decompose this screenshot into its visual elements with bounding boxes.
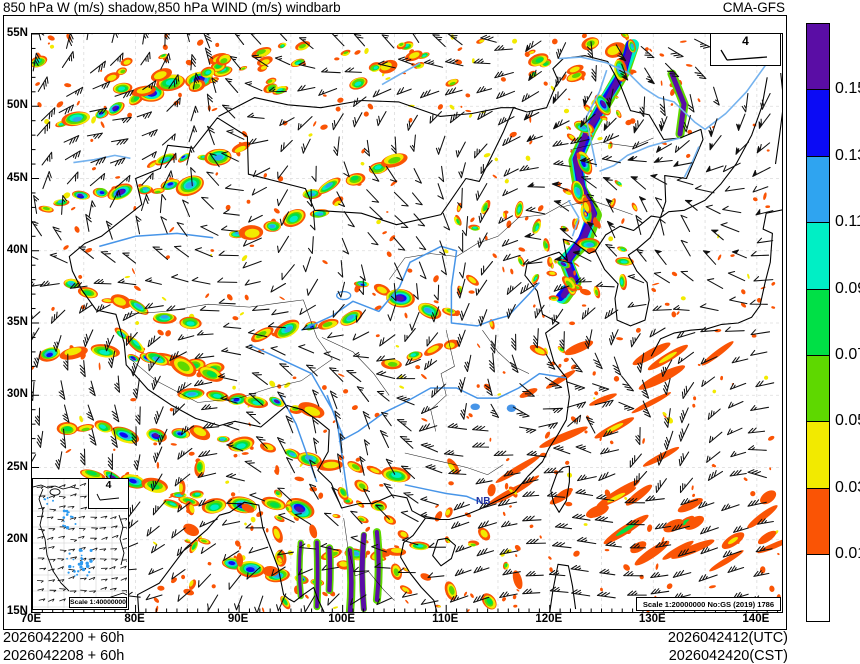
map-frame bbox=[31, 33, 783, 613]
south-china-sea-inset: 4 Scale 1:40000000 bbox=[32, 478, 130, 610]
colorbar-segment bbox=[806, 421, 830, 489]
colorbar-tick-label: 0.11 bbox=[835, 213, 860, 231]
map-canvas bbox=[32, 34, 782, 612]
colorbar-tick-label: 0.07 bbox=[835, 346, 860, 363]
plot-outer-frame bbox=[3, 15, 787, 630]
lat-tick-label: 15N bbox=[6, 605, 28, 617]
lat-tick-label: 55N bbox=[6, 27, 28, 39]
lon-tick-label: 70E bbox=[20, 613, 42, 625]
lat-tick-label: 30N bbox=[6, 388, 28, 401]
inset-windbarb-icon bbox=[96, 493, 119, 501]
lat-tick-label: 45N bbox=[6, 171, 28, 184]
colorbar-segment bbox=[806, 487, 830, 556]
lon-tick-label: 100E bbox=[328, 613, 356, 625]
lat-tick-label: 25N bbox=[6, 460, 28, 473]
lon-tick-label: 130E bbox=[638, 613, 666, 625]
inset-windbarb-legend: 4 bbox=[88, 478, 129, 509]
lon-tick-label: 90E bbox=[227, 613, 249, 625]
colorbar-segment bbox=[806, 554, 830, 622]
inset-scale-text: Scale 1:40000000 bbox=[69, 597, 127, 608]
valid-time-utc: 2026042412(UTC) bbox=[667, 630, 788, 646]
valid-time-cst: 2026042420(CST) bbox=[668, 647, 788, 664]
colorbar-tick-label: 0.09 bbox=[835, 279, 860, 297]
lon-tick-label: 120E bbox=[535, 613, 563, 625]
init-time-utc: 2026042200 + 60h bbox=[3, 630, 125, 646]
colorbar-tick-label: 0.03 bbox=[835, 478, 860, 496]
windbarb-legend-value: 4 bbox=[742, 34, 749, 48]
windbarb-legend: 4 bbox=[710, 33, 781, 66]
colorbar-tick-label: 0.05 bbox=[835, 412, 860, 430]
colorbar-segment bbox=[806, 288, 830, 356]
windbarb-icon bbox=[719, 49, 767, 61]
colorbar-segment bbox=[806, 89, 830, 157]
lon-tick-label: 110E bbox=[432, 613, 459, 625]
inset-windbarb-legend-value: 4 bbox=[105, 479, 112, 491]
footer-init-times: 2026042200 + 60h 2026042208 + 60h bbox=[3, 630, 124, 664]
lat-tick-label: 50N bbox=[6, 99, 28, 112]
lon-tick-label: 80E bbox=[124, 613, 145, 625]
init-time-cst: 2026042208 + 60h bbox=[3, 647, 125, 664]
lat-tick-label: 20N bbox=[6, 532, 28, 545]
colorbar-segment bbox=[806, 222, 830, 290]
map-scale-text: Scale 1:20000000 No:GS (2019) 1786 bbox=[636, 597, 781, 611]
map-label-nb: NB bbox=[476, 496, 491, 507]
colorbar-tick-label: 0.01 bbox=[835, 545, 860, 563]
colorbar-segment bbox=[806, 355, 830, 423]
lat-tick-label: 35N bbox=[6, 316, 28, 328]
colorbar-segment bbox=[806, 23, 830, 91]
colorbar-tick-label: 0.15 bbox=[835, 80, 860, 98]
colorbar-tick-label: 0.13 bbox=[835, 146, 860, 164]
footer-valid-times: 2026042412(UTC) 2026042420(CST) bbox=[668, 630, 788, 664]
model-label: CMA-GFS bbox=[722, 0, 785, 15]
colorbar-segment bbox=[806, 155, 830, 224]
lat-tick-label: 40N bbox=[6, 243, 28, 256]
page-title: 850 hPa W (m/s) shadow,850 hPa WIND (m/s… bbox=[3, 0, 341, 15]
lon-tick-label: 140E bbox=[742, 613, 770, 625]
